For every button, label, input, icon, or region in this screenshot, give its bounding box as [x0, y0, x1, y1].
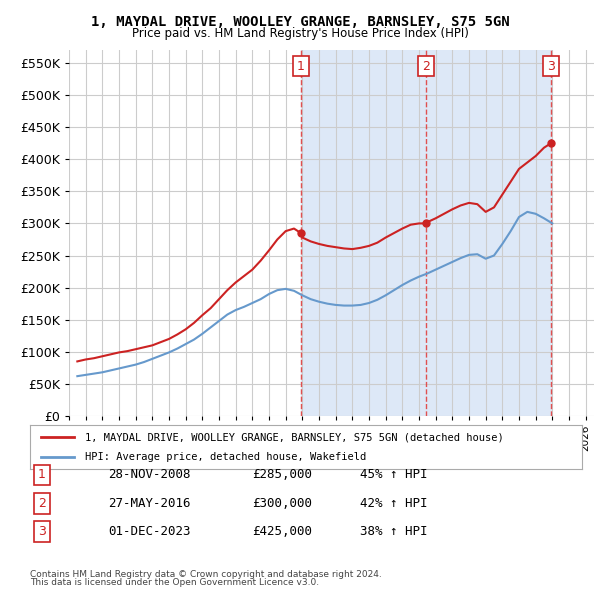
Point [421, 219, 431, 228]
Text: Contains HM Land Registry data © Crown copyright and database right 2024.: Contains HM Land Registry data © Crown c… [30, 571, 382, 579]
Text: 1, MAYDAL DRIVE, WOOLLEY GRANGE, BARNSLEY, S75 5GN: 1, MAYDAL DRIVE, WOOLLEY GRANGE, BARNSLE… [91, 15, 509, 29]
Text: 01-DEC-2023: 01-DEC-2023 [108, 525, 191, 538]
Text: HPI: Average price, detached house, Wakefield: HPI: Average price, detached house, Wake… [85, 452, 367, 461]
Text: 45% ↑ HPI: 45% ↑ HPI [360, 468, 427, 481]
Text: 3: 3 [547, 60, 555, 73]
Text: This data is licensed under the Open Government Licence v3.0.: This data is licensed under the Open Gov… [30, 578, 319, 587]
Text: 2: 2 [422, 60, 430, 73]
Text: 28-NOV-2008: 28-NOV-2008 [108, 468, 191, 481]
Point [296, 228, 305, 238]
Text: 2: 2 [38, 497, 46, 510]
Text: £300,000: £300,000 [252, 497, 312, 510]
Text: 1, MAYDAL DRIVE, WOOLLEY GRANGE, BARNSLEY, S75 5GN (detached house): 1, MAYDAL DRIVE, WOOLLEY GRANGE, BARNSLE… [85, 432, 504, 442]
Text: 27-MAY-2016: 27-MAY-2016 [108, 497, 191, 510]
Text: £425,000: £425,000 [252, 525, 312, 538]
Text: 42% ↑ HPI: 42% ↑ HPI [360, 497, 427, 510]
Bar [301, 50, 426, 416]
Text: Price paid vs. HM Land Registry's House Price Index (HPI): Price paid vs. HM Land Registry's House … [131, 27, 469, 40]
Text: 38% ↑ HPI: 38% ↑ HPI [360, 525, 427, 538]
Text: 3: 3 [38, 525, 46, 538]
Text: 1: 1 [38, 468, 46, 481]
Point [546, 139, 556, 148]
Bar [426, 50, 551, 416]
Text: 1: 1 [297, 60, 305, 73]
Text: £285,000: £285,000 [252, 468, 312, 481]
